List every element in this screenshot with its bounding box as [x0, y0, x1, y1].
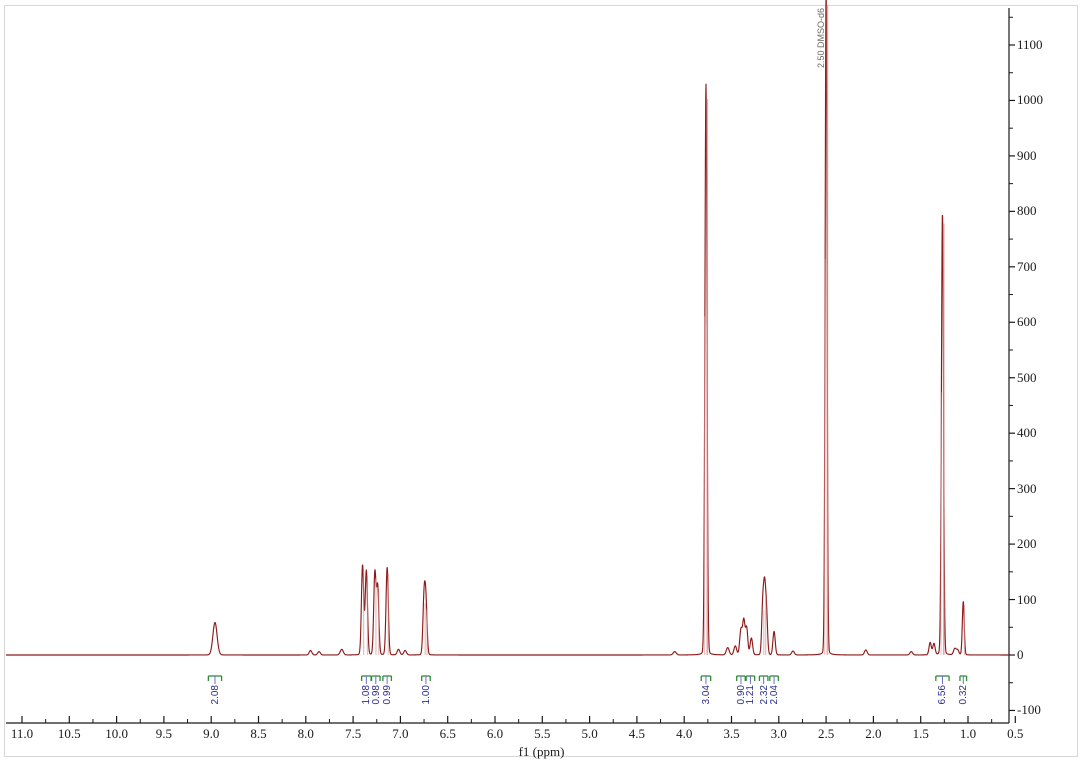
integral-bracket [935, 675, 950, 684]
x-axis-title: f1 (ppm) [518, 744, 565, 759]
x-tick-label-3.5: 3.5 [723, 726, 740, 741]
integral-bracket [758, 675, 769, 684]
integral-bracket [736, 675, 746, 684]
integral-bracket [421, 675, 431, 684]
x-tick-label-10.0: 10.0 [105, 726, 128, 741]
x-tick-label-0.5: 0.5 [1007, 726, 1024, 741]
y-tick-label-500: 500 [1017, 369, 1037, 385]
integral-bracket [959, 675, 968, 684]
x-tick-label-7.0: 7.0 [392, 726, 409, 741]
integral-value: 2.32 [758, 685, 770, 705]
x-tick-label-5.0: 5.0 [581, 726, 598, 741]
y-tick-label-800: 800 [1017, 203, 1037, 219]
x-tick-label-11.0: 11.0 [10, 726, 34, 741]
x-tick-label-4.0: 4.0 [676, 726, 693, 741]
y-tick-label-300: 300 [1017, 480, 1037, 496]
x-tick-label-8.0: 8.0 [297, 726, 314, 741]
integral-value: 1.00 [420, 685, 432, 705]
x-tick-label-4.5: 4.5 [628, 726, 646, 741]
integral-bracket [745, 675, 756, 684]
integral-value: 2.04 [769, 685, 781, 705]
integral-value: 6.56 [937, 685, 949, 705]
integral-value: 0.99 [382, 685, 394, 705]
x-tick-label-1.0: 1.0 [959, 726, 977, 741]
x-tick-label-3.0: 3.0 [770, 726, 787, 741]
y-tick-label-1000: 1000 [1017, 92, 1043, 108]
x-tick-label-7.5: 7.5 [344, 726, 362, 741]
integral-value: 0.32 [958, 685, 970, 705]
x-tick-label-2.5: 2.5 [817, 726, 835, 741]
x-tick-label-9.5: 9.5 [155, 726, 173, 741]
y-tick-label-600: 600 [1017, 314, 1037, 330]
x-tick-label-2.0: 2.0 [865, 726, 882, 741]
y-tick-label-900: 900 [1017, 147, 1037, 163]
x-tick-label-6.5: 6.5 [439, 726, 456, 741]
integral-bracket [370, 675, 381, 684]
integral-bracket [207, 675, 223, 684]
integral-value: 2.08 [209, 685, 221, 705]
integral-bracket [382, 675, 393, 684]
integral-bracket [360, 675, 372, 684]
y-tick-label-1100: 1100 [1017, 37, 1043, 52]
x-tick-label-1.5: 1.5 [912, 726, 929, 741]
y-tick-label-100: 100 [1017, 591, 1037, 607]
integral-value: 0.98 [370, 685, 382, 705]
y-tick-label-200: 200 [1017, 536, 1037, 552]
x-tick-label-8.5: 8.5 [250, 726, 267, 741]
x-tick-label-5.5: 5.5 [534, 726, 551, 741]
y-tick-label-400: 400 [1017, 425, 1037, 441]
y-tick-label-700: 700 [1017, 258, 1037, 274]
y-tick-label-0: 0 [1017, 647, 1024, 662]
integral-value: 1.21 [745, 685, 757, 705]
x-tick-label-10.5: 10.5 [57, 726, 81, 741]
x-tick-label-6.0: 6.0 [486, 726, 504, 741]
integral-bracket [700, 675, 712, 684]
solvent-peak-label: 2.50 DMSO-d6 [816, 8, 827, 69]
y-tick-label--100: -100 [1017, 702, 1041, 718]
x-tick-label-9.0: 9.0 [203, 726, 220, 741]
integral-value: 3.04 [700, 685, 712, 705]
plot-frame [4, 5, 1078, 757]
integral-bracket [769, 675, 779, 684]
